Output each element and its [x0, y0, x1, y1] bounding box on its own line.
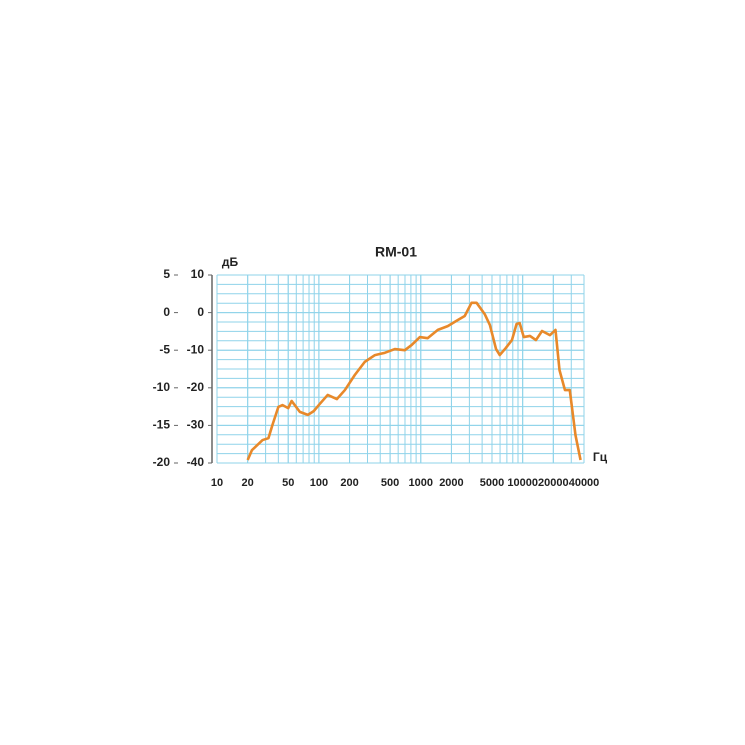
y2-tick-label: 0: [163, 305, 170, 319]
x-tick-label: 500: [381, 477, 399, 489]
y2-tick-label: -20: [153, 455, 171, 469]
x-axis-label: Гц: [593, 450, 608, 464]
y-tick-label: -30: [187, 418, 205, 432]
x-tick-label: 100: [310, 477, 328, 489]
x-tick-label: 40000: [569, 477, 600, 489]
y-tick-label: 10: [191, 267, 205, 281]
x-tick-label: 2000: [439, 477, 463, 489]
y-tick-label: -40: [187, 455, 205, 469]
x-tick-label: 20000: [538, 477, 569, 489]
y-tick-label: -20: [187, 380, 205, 394]
y2-tick-label: 5: [163, 267, 170, 281]
chart-title: RM-01: [375, 244, 417, 260]
x-tick-label: 50: [282, 477, 294, 489]
x-tick-label: 20: [242, 477, 254, 489]
x-tick-label: 5000: [480, 477, 504, 489]
x-tick-label: 1000: [409, 477, 433, 489]
y-axis-label: дБ: [222, 255, 239, 269]
y2-tick-label: -5: [159, 342, 170, 356]
y-tick-label: 0: [197, 305, 204, 319]
grid: [216, 274, 585, 464]
x-tick-label: 10000: [507, 477, 538, 489]
response-line: [246, 301, 582, 461]
y2-tick-label: -10: [153, 380, 171, 394]
y2-tick-label: -15: [153, 418, 171, 432]
y-tick-label: -10: [187, 342, 205, 356]
x-tick-label: 10: [211, 477, 223, 489]
x-tick-label: 200: [340, 477, 358, 489]
